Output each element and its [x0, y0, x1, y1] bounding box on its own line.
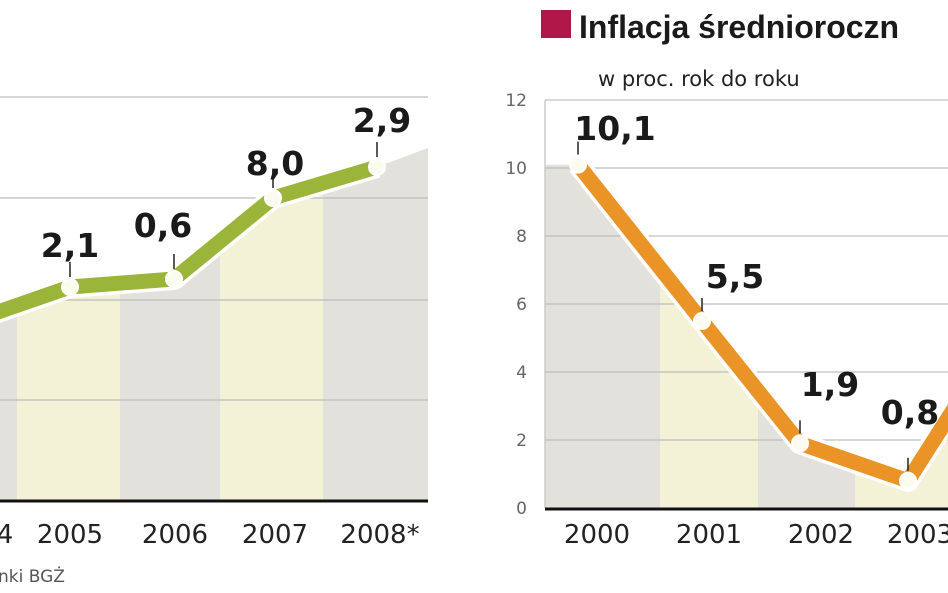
- y-tick-label: 6: [516, 295, 527, 315]
- left-chart: 4 2005 2,1 2006 0,6 2007 8,0 2008* 2,9: [0, 0, 428, 550]
- x-tick-label: 2003: [887, 520, 948, 550]
- x-tick-label: 2000: [564, 520, 630, 550]
- data-point: [569, 155, 587, 174]
- y-tick-label: 10: [505, 159, 527, 179]
- data-point: [368, 158, 386, 176]
- y-tick-label: 2: [516, 431, 527, 451]
- data-point: [61, 278, 79, 296]
- data-point: [693, 312, 711, 330]
- data-point: [264, 189, 282, 207]
- data-label: 1,9: [801, 365, 859, 404]
- y-tick-label: 0: [516, 499, 527, 519]
- data-label: 5,5: [706, 257, 764, 296]
- x-tick-label: 2001: [676, 520, 742, 550]
- x-tick-label: 2005: [37, 520, 103, 550]
- chart-title: Inflacja średnioroczn: [579, 9, 899, 45]
- data-point: [899, 471, 917, 490]
- data-label: 2,1: [41, 226, 99, 265]
- data-point: [165, 270, 183, 288]
- x-tick-label: 4: [0, 520, 13, 550]
- data-label: 2,9: [353, 101, 411, 140]
- data-point: [791, 434, 809, 453]
- title-marker: [541, 10, 571, 38]
- data-label: 8,0: [246, 144, 304, 183]
- right-chart: 0 2 4 6 8 10 12 10,1 2000 5,5 2001 1,9 2002 0,8 2003: [505, 91, 948, 550]
- x-tick-label: 2006: [142, 520, 208, 550]
- data-label: 0,6: [134, 206, 192, 245]
- y-tick-label: 8: [516, 227, 527, 247]
- y-tick-label: 4: [516, 363, 527, 383]
- source-note: nki BGŻ: [0, 566, 65, 587]
- x-tick-label: 2007: [242, 520, 308, 550]
- data-label: 10,1: [574, 109, 655, 148]
- chart-subtitle: w proc. rok do roku: [598, 67, 800, 91]
- x-tick-label: 2008*: [340, 520, 419, 550]
- y-tick-label: 12: [505, 91, 527, 111]
- data-label: 0,8: [881, 393, 939, 432]
- x-tick-label: 2002: [788, 520, 854, 550]
- area-mask: [0, 0, 428, 312]
- area-mask: [545, 100, 948, 481]
